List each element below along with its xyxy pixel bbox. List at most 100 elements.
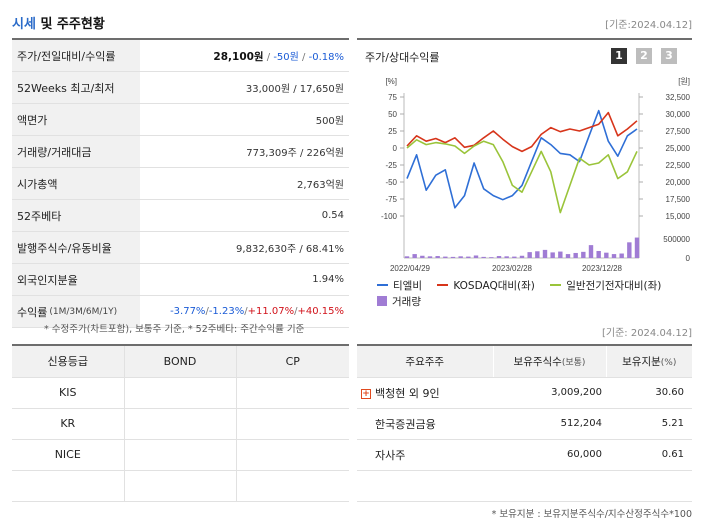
chart-page-1-button[interactable]: 1 bbox=[611, 48, 627, 64]
stock-row-price: 주가/전일대비/수익률 28,100원 / -50원 / -0.18% bbox=[12, 40, 349, 72]
volume-bar bbox=[450, 256, 456, 258]
left-axis-tick: 75 bbox=[388, 93, 397, 102]
series-line bbox=[406, 139, 638, 214]
holders-header: 보유주식수(보통) bbox=[492, 345, 606, 378]
legend-square-purple bbox=[377, 296, 387, 306]
volume-bar bbox=[619, 253, 624, 258]
credit-agency: KIS bbox=[12, 376, 125, 409]
left-axis-tick: -100 bbox=[381, 212, 398, 221]
volume-bar bbox=[611, 254, 617, 258]
price-chart-panel: 주가/상대수익률 1 2 3 75 50 25 0 -25 -50 -75 -100 [%] 32… bbox=[357, 38, 692, 316]
table-row bbox=[357, 470, 692, 502]
stock-row-beta: 52주베타 0.54 bbox=[12, 200, 349, 232]
separator: / bbox=[294, 306, 298, 317]
return-3m: -1.23% bbox=[208, 306, 245, 317]
header-text: 보유지분 bbox=[622, 355, 661, 368]
right-axis-tick: 22,500 bbox=[666, 161, 691, 170]
legend-line-green bbox=[550, 284, 562, 286]
volume-bar bbox=[504, 256, 509, 258]
stock-row-market-cap: 시가총액 2,763억원 bbox=[12, 168, 349, 200]
credit-cp bbox=[235, 469, 349, 502]
holder-pct: 0.61 bbox=[606, 439, 692, 471]
volume-bar bbox=[458, 256, 463, 258]
reference-date: [기준:2024.04.12] bbox=[605, 20, 692, 31]
credit-rating-table: 신용등급 BOND CP KIS KR NICE bbox=[12, 344, 349, 502]
volume-bar bbox=[420, 255, 425, 258]
legend-item: KOSDAQ대비(좌) bbox=[437, 277, 535, 293]
volume-bar bbox=[404, 256, 410, 258]
volume-bar bbox=[427, 256, 433, 258]
volume-bar bbox=[565, 254, 571, 258]
legend-item: 거래량 bbox=[377, 293, 421, 309]
volume-bar bbox=[634, 237, 640, 258]
credit-bond bbox=[123, 469, 237, 502]
major-shareholders-table: 주요주주 보유주식수(보통) 보유지분(%) + 백청현 외 9인 3,009,2… bbox=[357, 344, 692, 502]
holder-pct: 30.60 bbox=[606, 377, 692, 409]
right-axis-tick: 32,500 bbox=[666, 93, 691, 102]
chart-page-3-button[interactable]: 3 bbox=[661, 48, 677, 64]
table-row: 한국증권금융 512,204 5.21 bbox=[357, 408, 692, 440]
credit-bond bbox=[123, 438, 237, 471]
separator: / bbox=[244, 306, 248, 317]
holder-name[interactable]: 백청현 외 9인 bbox=[375, 386, 440, 400]
legend-line-blue bbox=[377, 284, 388, 286]
stock-value: 33,000원 / 17,650원 bbox=[245, 84, 344, 95]
stock-label: 외국인지분율 bbox=[12, 264, 140, 295]
price-change: -50원 bbox=[273, 51, 299, 63]
legend-line-red bbox=[437, 284, 449, 286]
holder-shares: 3,009,200 bbox=[493, 377, 606, 409]
chart-legend: 티엘비 KOSDAQ대비(좌) 일반전기전자대비(좌) 거래량 bbox=[377, 277, 687, 309]
chart-title: 주가/상대수익률 bbox=[365, 51, 440, 64]
separator: / bbox=[298, 51, 309, 63]
left-axis-tick: 0 bbox=[393, 144, 398, 153]
volume-bar bbox=[627, 242, 632, 258]
stock-row-par-value: 액면가 500원 bbox=[12, 104, 349, 136]
current-price: 28,100원 bbox=[213, 50, 264, 63]
volume-bar bbox=[519, 255, 525, 258]
credit-header: 신용등급 bbox=[12, 344, 125, 378]
volume-bar bbox=[604, 252, 609, 258]
left-axis-tick: -50 bbox=[385, 178, 397, 187]
left-axis-tick: 50 bbox=[388, 110, 397, 119]
volume-bar bbox=[558, 251, 563, 258]
volume-bar bbox=[473, 255, 479, 258]
price-change-rate: -0.18% bbox=[308, 51, 344, 63]
credit-header-row: 신용등급 BOND CP bbox=[12, 344, 349, 378]
volume-axis-tick: 500000 bbox=[663, 235, 690, 244]
return-1m: -3.77% bbox=[170, 306, 206, 317]
series-line bbox=[406, 109, 638, 209]
credit-cp bbox=[235, 438, 349, 471]
volume-bar bbox=[588, 245, 594, 258]
volume-bar bbox=[581, 251, 586, 258]
expand-plus-icon[interactable]: + bbox=[361, 388, 371, 399]
table-row: KIS bbox=[12, 376, 349, 409]
volume-bar bbox=[535, 251, 540, 258]
stock-label: 주가/전일대비/수익률 bbox=[12, 40, 140, 71]
x-axis-tick: 2023/12/28 bbox=[582, 264, 623, 273]
left-axis-tick: 25 bbox=[388, 127, 397, 136]
chart-page-2-button[interactable]: 2 bbox=[636, 48, 652, 64]
stock-label: 액면가 bbox=[12, 104, 140, 135]
table-row: NICE bbox=[12, 438, 349, 471]
holder-name: 한국증권금융 bbox=[357, 408, 493, 440]
stock-label: 52주베타 bbox=[12, 200, 140, 231]
table-row: + 백청현 외 9인 3,009,200 30.60 bbox=[357, 377, 692, 409]
header-text: 보유주식수 bbox=[513, 355, 562, 368]
holders-header-row: 주요주주 보유주식수(보통) 보유지분(%) bbox=[357, 345, 692, 378]
credit-agency: NICE bbox=[12, 438, 125, 471]
returns-label: 수익률 bbox=[17, 305, 48, 319]
holder-shares: 512,204 bbox=[493, 408, 606, 440]
stock-label: 발행주식수/유동비율 bbox=[12, 232, 140, 263]
separator: / bbox=[263, 51, 274, 63]
holder-name-cell: + 백청현 외 9인 bbox=[357, 377, 493, 409]
legend-label: 거래량 bbox=[392, 295, 421, 308]
right-axis-tick: 17,500 bbox=[666, 195, 691, 204]
holders-reference-date: [기준: 2024.04.12] bbox=[601, 328, 692, 339]
credit-header: CP bbox=[235, 344, 349, 378]
left-axis-tick: -25 bbox=[385, 161, 397, 170]
return-1y: +40.15% bbox=[297, 306, 344, 317]
holders-header: 보유지분(%) bbox=[605, 345, 692, 378]
volume-axis-tick: 0 bbox=[686, 254, 691, 263]
stock-row-returns: 수익률 (1M/3M/6M/1Y) -3.77%/-1.23%/+11.07%/+… bbox=[12, 296, 349, 328]
volume-bar bbox=[573, 252, 578, 258]
